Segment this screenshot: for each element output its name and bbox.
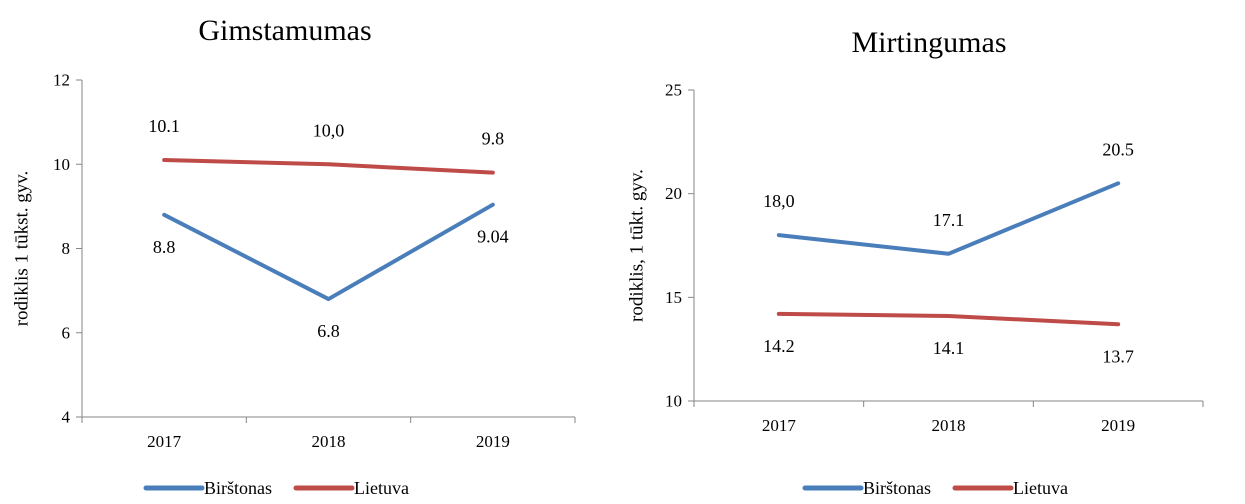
mirtingumas-x-tick-label: 2017	[762, 416, 797, 435]
mirtingumas-data-label: 17.1	[933, 210, 965, 230]
gimstamumas-data-label: 10.1	[148, 116, 180, 136]
legend-label-birstonas: Birštonas	[863, 478, 931, 498]
mirtingumas-x-tick-label: 2018	[932, 416, 966, 435]
mirtingumas-data-label: 14.1	[933, 338, 965, 358]
mirtingumas-data-label: 20.5	[1102, 139, 1134, 159]
mirtingumas-y-axis-title: rodiklis, 1 tūkt. gyv.	[627, 169, 648, 322]
mirtingumas-data-label: 13.7	[1102, 346, 1134, 366]
legend-label-birstonas: Birštonas	[204, 478, 272, 498]
gimstamumas-x-tick-label: 2018	[312, 432, 346, 451]
gimstamumas-y-tick-label: 8	[62, 239, 71, 258]
gimstamumas-data-label: 8.8	[153, 237, 176, 257]
gimstamumas-data-label: 10,0	[313, 120, 345, 140]
gimstamumas-data-label: 9.8	[482, 129, 505, 149]
gimstamumas-y-tick-label: 12	[53, 71, 70, 90]
gimstamumas-y-tick-label: 10	[53, 155, 70, 174]
mirtingumas-y-tick-label: 10	[665, 392, 682, 411]
gimstamumas-series-line-birstonas	[162, 202, 495, 302]
mirtingumas-chart: Mirtingumas rodiklis, 1 tūkt. gyv. 10 15 20 2…	[627, 26, 1204, 498]
gimstamumas-y-tick-label: 4	[62, 408, 71, 427]
mirtingumas-y-tick-label: 25	[665, 81, 682, 100]
gimstamumas-series-line-lietuva	[162, 158, 495, 175]
gimstamumas-y-tick-label: 6	[62, 323, 71, 342]
mirtingumas-y-tick-label: 15	[665, 288, 682, 307]
gimstamumas-legend: Birštonas Lietuva	[143, 478, 409, 498]
mirtingumas-data-label: 18,0	[763, 191, 795, 211]
gimstamumas-chart: Gimstamumas rodiklis 1 tūkst. gyv. 4 6 8 10 12…	[12, 14, 576, 498]
mirtingumas-series-line-lietuva	[776, 311, 1121, 327]
gimstamumas-data-label: 6.8	[317, 321, 340, 341]
mirtingumas-series-line-birstonas	[776, 181, 1121, 256]
mirtingumas-y-tick-label: 20	[665, 184, 682, 203]
mirtingumas-title: Mirtingumas	[852, 26, 1007, 59]
gimstamumas-x-tick-label: 2019	[476, 432, 510, 451]
gimstamumas-x-tick-label: 2017	[147, 432, 182, 451]
legend-label-lietuva: Lietuva	[354, 478, 409, 498]
gimstamumas-title: Gimstamumas	[198, 14, 371, 47]
legend-label-lietuva: Lietuva	[1013, 478, 1068, 498]
mirtingumas-data-label: 14.2	[763, 336, 795, 356]
gimstamumas-y-axis-title: rodiklis 1 tūkst. gyv.	[12, 171, 33, 327]
mirtingumas-legend: Birštonas Lietuva	[802, 478, 1068, 498]
gimstamumas-data-label: 9.04	[477, 227, 509, 247]
mirtingumas-x-tick-label: 2019	[1101, 416, 1135, 435]
